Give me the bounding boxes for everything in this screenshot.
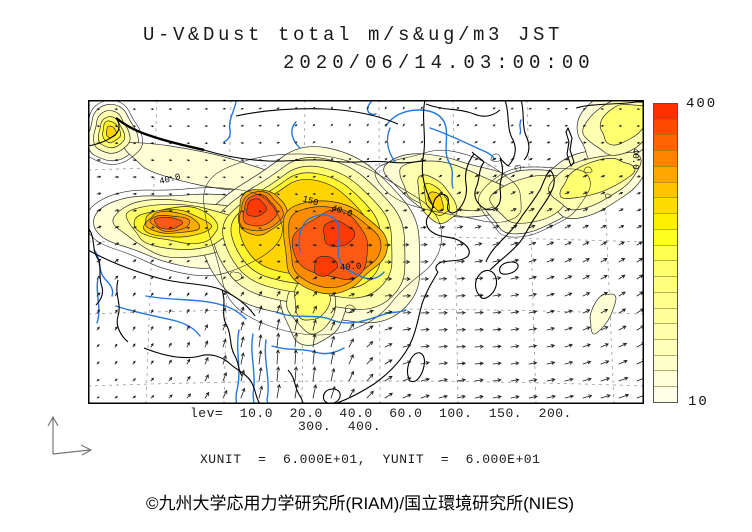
colorbar-segment [654, 339, 677, 355]
colorbar-segment [654, 181, 677, 198]
colorbar [653, 103, 678, 403]
colorbar-segment [654, 118, 677, 135]
colorbar-segment [654, 134, 677, 151]
colorbar-segment [654, 213, 677, 229]
contour-label: 40.0 [630, 148, 640, 170]
colorbar-segment [654, 244, 677, 261]
map-figure: 40.0 150 40.0 40.0 40.0 [88, 100, 644, 404]
axis-orientation-arrows-icon [47, 415, 93, 456]
contour-levels-line1: lev= 10.0 20.0 40.0 60.0 100. 150. 200. [190, 406, 572, 421]
colorbar-segment [654, 323, 677, 340]
colorbar-segment [654, 197, 677, 214]
colorbar-segment [654, 307, 677, 324]
colorbar-min-label: 10 [688, 394, 709, 410]
colorbar-segment [654, 104, 677, 119]
contour-label: 40.0 [340, 262, 362, 273]
colorbar-segment [654, 150, 677, 166]
chart-title-line1: U-V&Dust total m/s&ug/m3 JST [143, 24, 564, 46]
colorbar-segment [654, 228, 677, 245]
colorbar-segment [654, 260, 677, 277]
colorbar-max-label: 400 [686, 96, 718, 112]
colorbar-segment [654, 165, 677, 182]
colorbar-segment [654, 386, 677, 402]
colorbar-segment [654, 370, 677, 387]
contour-levels-line2: 300. 400. [298, 419, 382, 434]
colorbar-segment [654, 276, 677, 292]
colorbar-segment [654, 354, 677, 371]
xunit-yunit-label: XUNIT = 6.000E+01, YUNIT = 6.000E+01 [200, 452, 541, 467]
copyright-text: ©九州大学応用力学研究所(RIAM)/国立環境研究所(NIES) [146, 494, 575, 513]
chart-title-timestamp: 2020/06/14.03:00:00 [283, 52, 595, 74]
contour-label: 150 [301, 194, 319, 208]
colorbar-segment [654, 291, 677, 308]
